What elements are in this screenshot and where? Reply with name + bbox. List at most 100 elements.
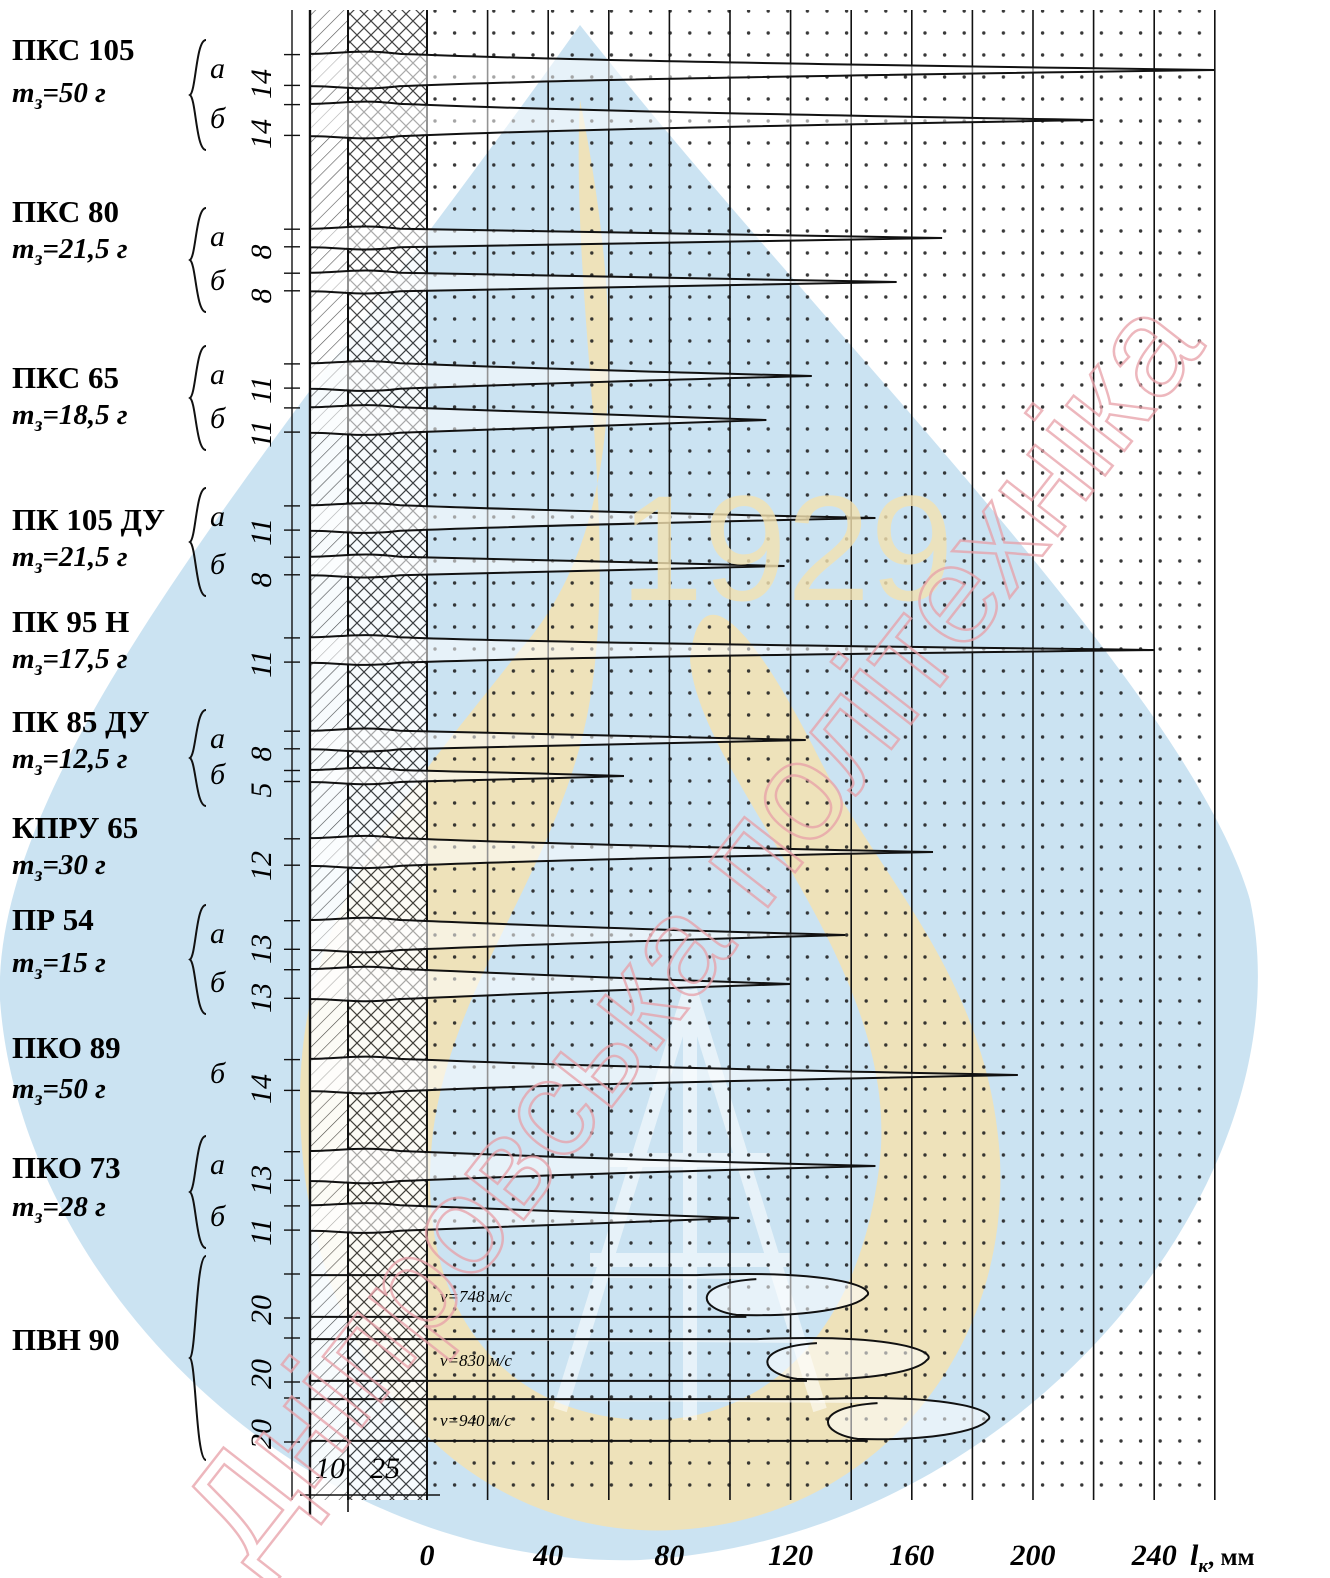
channel-width-label: 14: [245, 1074, 278, 1104]
row-letter: а: [210, 52, 225, 85]
channel-profile: [309, 502, 876, 534]
channel-width-label: 8: [245, 289, 278, 304]
channel-profile: [309, 916, 846, 954]
row-letter: а: [210, 358, 225, 391]
casing-thickness-label: 10: [315, 1452, 345, 1485]
channel-profile: [309, 834, 934, 870]
charge-mass: mз=50 г: [12, 1073, 106, 1110]
channel-width-label: 20: [245, 1419, 278, 1449]
channel-profile: [309, 50, 1215, 90]
row-letter: б: [210, 1200, 226, 1233]
row-letter: а: [210, 1148, 225, 1181]
channel-profile: [309, 634, 1155, 666]
channel-profile: [309, 360, 812, 392]
channel-width-label: 5: [245, 783, 278, 798]
group-brace: [188, 345, 207, 451]
channel-width-label: 12: [245, 851, 278, 881]
row-letter: а: [210, 220, 225, 253]
product-name: ПР 54: [12, 902, 94, 937]
channel-width-label: 11: [245, 1218, 278, 1246]
charge-mass: mз=30 г: [12, 849, 106, 886]
casing-layer: [310, 10, 348, 1500]
velocity-label: v=748 м/с: [440, 1287, 512, 1306]
row-letter: а: [210, 500, 225, 533]
channel-width-label: 11: [245, 518, 278, 546]
channel-width-label: 8: [245, 573, 278, 588]
channel-width-label: 11: [245, 376, 278, 404]
row-letter: б: [210, 1057, 226, 1090]
rock-layer: [427, 10, 1212, 1500]
velocity-label: v=940 м/с: [440, 1411, 512, 1430]
product-name: ПКО 73: [12, 1150, 121, 1185]
group-brace: [188, 904, 207, 1015]
x-tick-label: 160: [889, 1539, 934, 1572]
group-brace: [188, 1135, 207, 1249]
product-name: ПКС 65: [12, 360, 119, 395]
channel-width-label: 20: [245, 1359, 278, 1389]
channel-width-label: 11: [245, 650, 278, 678]
x-tick-label: 80: [654, 1539, 684, 1572]
row-letter: а: [210, 722, 225, 755]
channel-width-label: 8: [245, 747, 278, 762]
charge-mass: mз=12,5 г: [12, 743, 128, 780]
group-brace: [188, 207, 207, 313]
row-letter: а: [210, 917, 225, 950]
product-name: ПКС 105: [12, 32, 134, 67]
x-axis-label: lк, мм: [1190, 1539, 1255, 1577]
product-name: ПВН 90: [12, 1322, 120, 1357]
watermark-year: 1929: [620, 464, 954, 632]
cement-thickness-label: 25: [370, 1452, 400, 1485]
x-tick-label: 120: [768, 1539, 813, 1572]
group-brace: [188, 487, 207, 597]
channel-profile: [309, 225, 943, 251]
charge-mass: mз=17,5 г: [12, 643, 128, 680]
channel-profile: [309, 553, 785, 579]
x-tick-label: 240: [1131, 1539, 1177, 1572]
x-tick-label: 40: [532, 1539, 563, 1572]
charge-mass: mз=50 г: [12, 77, 106, 114]
channel-profile: [309, 965, 791, 1003]
channel-width-label: 13: [245, 983, 278, 1013]
channel-profile: [309, 404, 767, 436]
velocity-label: v=830 м/с: [440, 1351, 512, 1370]
row-letter: б: [210, 758, 226, 791]
channel-width-label: 14: [245, 119, 278, 149]
product-name: КПРУ 65: [12, 810, 138, 845]
group-brace: [188, 39, 207, 151]
row-letter: б: [210, 402, 226, 435]
product-name: ПК 95 Н: [12, 604, 129, 639]
channel-width-label: 11: [245, 420, 278, 448]
channel-profile: [310, 1397, 991, 1442]
charge-mass: mз=28 г: [12, 1191, 106, 1228]
channel-profile: [310, 1337, 930, 1382]
row-letter: б: [210, 966, 226, 999]
penetration-profiles: [309, 50, 1215, 1442]
channel-profile: [309, 1202, 740, 1234]
chart-labels: ПКС 105 mз=50 г а 14 б 14 ПКС 80 mз=21,5 г а 8 б 8 П…: [12, 32, 512, 1461]
row-letter: б: [210, 264, 226, 297]
channel-width-label: 14: [245, 69, 278, 99]
group-brace: [188, 1255, 207, 1461]
cement-layer: [348, 10, 427, 1500]
channel-profile: [309, 1147, 876, 1185]
row-letter: б: [210, 102, 226, 135]
x-tick-label: 200: [1010, 1539, 1056, 1572]
channel-profile: [309, 1055, 1018, 1095]
row-letter: б: [210, 548, 226, 581]
product-name: ПКС 80: [12, 194, 119, 229]
group-brace: [188, 709, 207, 807]
charge-mass: mз=18,5 г: [12, 399, 128, 436]
product-name: ПКО 89: [12, 1030, 121, 1065]
channel-width-label: 13: [245, 934, 278, 964]
channel-profile: [309, 100, 1094, 140]
channel-width-label: 8: [245, 245, 278, 260]
channel-profile: [309, 269, 897, 295]
x-tick-label: 0: [420, 1539, 435, 1572]
channel-profile: [310, 1273, 870, 1318]
charge-mass: mз=21,5 г: [12, 541, 128, 578]
channel-width-label: 20: [245, 1295, 278, 1325]
product-name: ПК 105 ДУ: [12, 502, 165, 537]
channel-width-label: 13: [245, 1165, 278, 1195]
charge-mass: mз=15 г: [12, 947, 106, 984]
